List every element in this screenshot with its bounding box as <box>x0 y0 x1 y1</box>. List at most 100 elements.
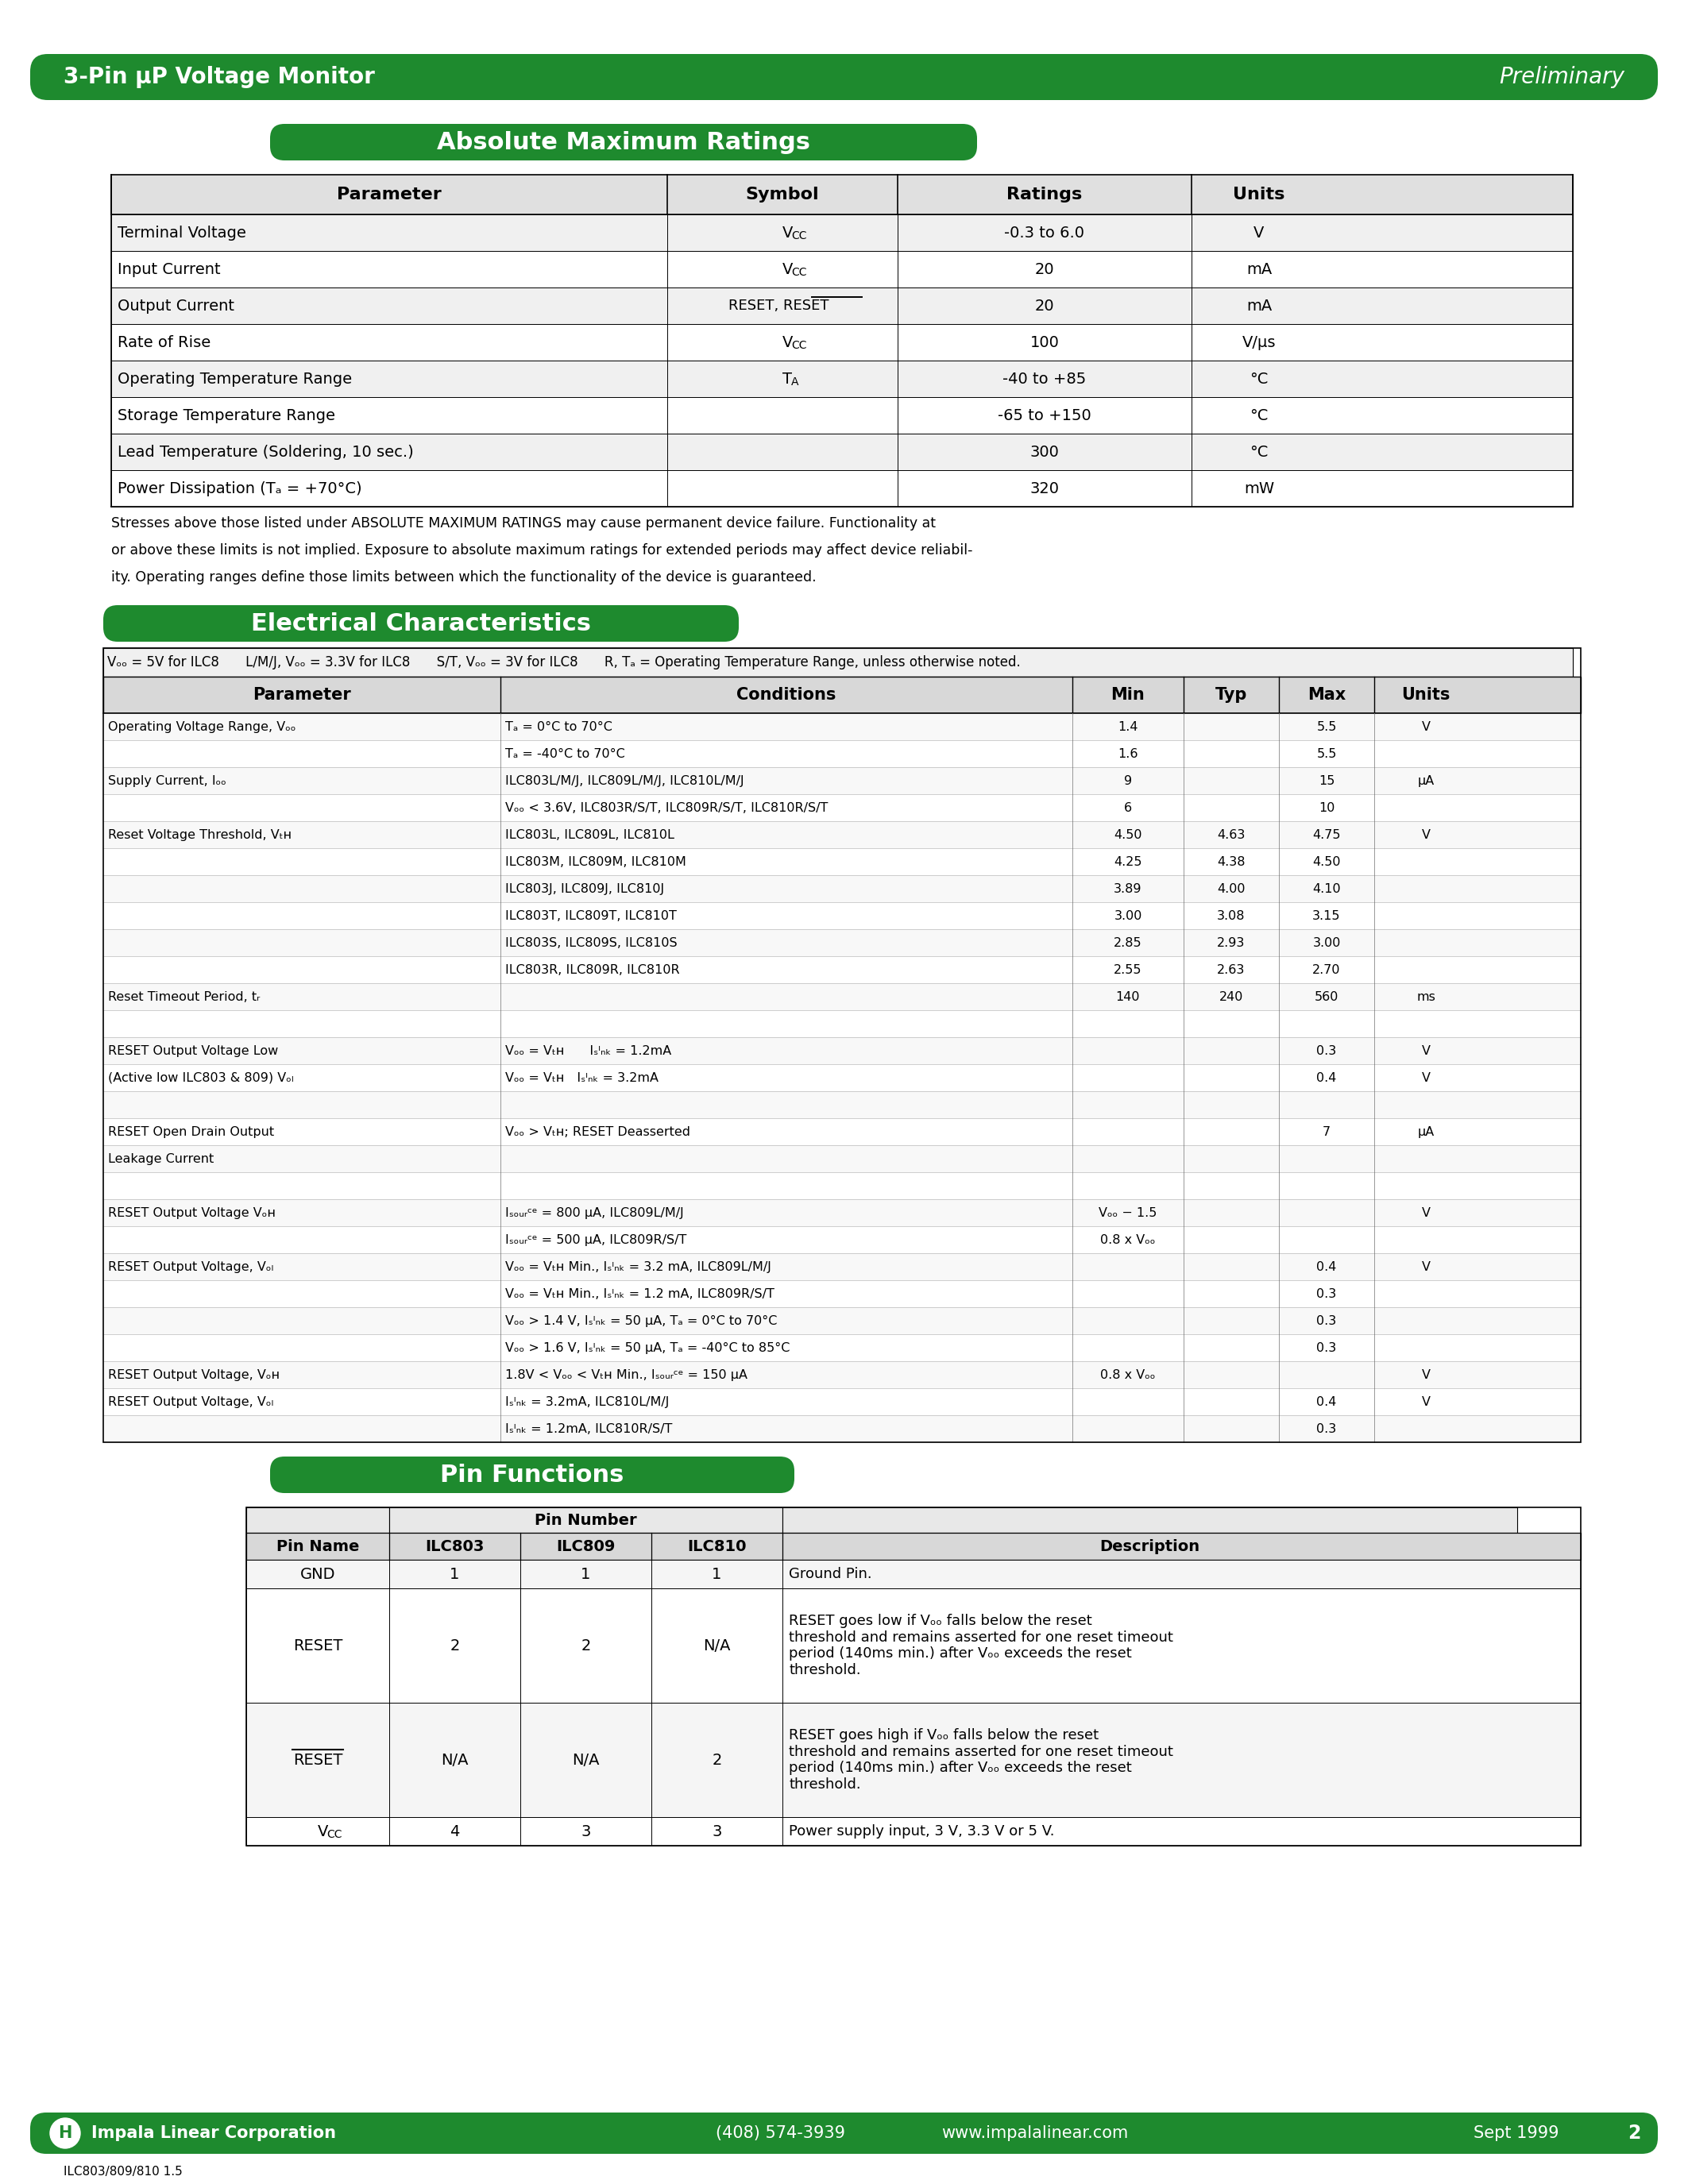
Text: 0.8 x Vₒₒ: 0.8 x Vₒₒ <box>1101 1234 1156 1245</box>
Bar <box>103 1334 1580 1361</box>
Text: CC: CC <box>326 1828 343 1841</box>
Text: Impala Linear Corporation: Impala Linear Corporation <box>91 2125 336 2140</box>
Text: 4.38: 4.38 <box>1217 856 1246 867</box>
Text: V: V <box>1421 828 1430 841</box>
Bar <box>103 876 1580 902</box>
Text: 15: 15 <box>1318 775 1335 786</box>
Text: 2: 2 <box>1627 2123 1641 2143</box>
Text: 3.89: 3.89 <box>1114 882 1143 895</box>
Bar <box>246 1817 1580 1845</box>
Text: Tₐ = -40°C to 70°C: Tₐ = -40°C to 70°C <box>505 747 625 760</box>
Text: mW: mW <box>1244 480 1274 496</box>
Bar <box>783 1507 1518 1533</box>
Text: V: V <box>1254 225 1264 240</box>
Text: V: V <box>317 1824 329 1839</box>
Text: 1.8V < Vₒₒ < Vₜʜ Min., Iₛₒᵤᵣᶜᵉ = 150 μA: 1.8V < Vₒₒ < Vₜʜ Min., Iₛₒᵤᵣᶜᵉ = 150 μA <box>505 1369 748 1380</box>
Text: ILC803L, ILC809L, ILC810L: ILC803L, ILC809L, ILC810L <box>505 828 674 841</box>
Bar <box>103 1254 1580 1280</box>
Bar <box>103 1415 1580 1441</box>
Bar <box>111 397 1573 435</box>
Text: Reset Voltage Threshold, Vₜʜ: Reset Voltage Threshold, Vₜʜ <box>108 828 292 841</box>
Text: (408) 574-3939: (408) 574-3939 <box>716 2125 846 2140</box>
Text: 4: 4 <box>449 1824 459 1839</box>
Text: 3: 3 <box>712 1824 722 1839</box>
Text: °C: °C <box>1249 408 1268 424</box>
Text: Absolute Maximum Ratings: Absolute Maximum Ratings <box>437 131 810 153</box>
Bar <box>111 288 1573 323</box>
Text: ILC803J, ILC809J, ILC810J: ILC803J, ILC809J, ILC810J <box>505 882 663 895</box>
Text: 1.4: 1.4 <box>1117 721 1138 732</box>
Text: -65 to +150: -65 to +150 <box>998 408 1092 424</box>
Text: RESET Output Voltage, Vₒₗ: RESET Output Voltage, Vₒₗ <box>108 1396 273 1409</box>
FancyBboxPatch shape <box>270 124 977 159</box>
Text: 100: 100 <box>1030 334 1060 349</box>
Text: V: V <box>1421 1072 1430 1083</box>
Bar <box>246 1507 1580 1845</box>
Text: Vₒₒ = Vₜʜ  Iₛᴵₙₖ = 1.2mA: Vₒₒ = Vₜʜ Iₛᴵₙₖ = 1.2mA <box>505 1044 672 1057</box>
Text: V: V <box>1421 1369 1430 1380</box>
Text: mA: mA <box>1246 262 1271 277</box>
FancyBboxPatch shape <box>270 1457 795 1494</box>
Text: V: V <box>1421 1396 1430 1409</box>
Text: V/μs: V/μs <box>1242 334 1276 349</box>
Text: RESET Open Drain Output: RESET Open Drain Output <box>108 1125 273 1138</box>
Text: ILC803T, ILC809T, ILC810T: ILC803T, ILC809T, ILC810T <box>505 911 677 922</box>
Text: Input Current: Input Current <box>118 262 221 277</box>
Text: T: T <box>783 371 792 387</box>
Bar <box>246 1704 1580 1817</box>
Text: Sept 1999: Sept 1999 <box>1474 2125 1560 2140</box>
Text: Preliminary: Preliminary <box>1499 66 1624 87</box>
Text: (Active low ILC803 & 809) Vₒₗ: (Active low ILC803 & 809) Vₒₗ <box>108 1072 294 1083</box>
Text: ms: ms <box>1416 992 1435 1002</box>
Text: 3: 3 <box>581 1824 591 1839</box>
Text: H: H <box>57 2125 73 2140</box>
Text: V: V <box>1421 721 1430 732</box>
Bar <box>111 175 1573 214</box>
Text: 240: 240 <box>1219 992 1244 1002</box>
Text: Power supply input, 3 V, 3.3 V or 5 V.: Power supply input, 3 V, 3.3 V or 5 V. <box>788 1824 1055 1839</box>
Bar <box>103 928 1580 957</box>
Text: 4.75: 4.75 <box>1313 828 1340 841</box>
Text: ILC803R, ILC809R, ILC810R: ILC803R, ILC809R, ILC810R <box>505 963 680 976</box>
Bar <box>103 847 1580 876</box>
Text: V: V <box>1421 1044 1430 1057</box>
Bar <box>103 1199 1580 1225</box>
Text: 20: 20 <box>1035 299 1055 312</box>
Text: 6: 6 <box>1124 802 1133 815</box>
Text: 3.08: 3.08 <box>1217 911 1246 922</box>
Text: 0.4: 0.4 <box>1317 1072 1337 1083</box>
Text: ILC803: ILC803 <box>425 1540 484 1553</box>
Text: RESET Output Voltage Vₒʜ: RESET Output Voltage Vₒʜ <box>108 1208 275 1219</box>
Text: Terminal Voltage: Terminal Voltage <box>118 225 246 240</box>
Text: 4.63: 4.63 <box>1217 828 1246 841</box>
Text: V: V <box>1421 1260 1430 1273</box>
Bar <box>103 1361 1580 1389</box>
Text: 2.55: 2.55 <box>1114 963 1143 976</box>
Text: 4.50: 4.50 <box>1114 828 1143 841</box>
Bar <box>103 1118 1580 1144</box>
Text: 1: 1 <box>449 1566 459 1581</box>
Bar <box>103 649 1573 677</box>
Text: 2.63: 2.63 <box>1217 963 1246 976</box>
Text: ILC809: ILC809 <box>557 1540 616 1553</box>
Text: °C: °C <box>1249 443 1268 459</box>
Text: ILC803S, ILC809S, ILC810S: ILC803S, ILC809S, ILC810S <box>505 937 677 948</box>
Text: 10: 10 <box>1318 802 1335 815</box>
Text: N/A: N/A <box>572 1752 599 1767</box>
Text: RESET Output Voltage Low: RESET Output Voltage Low <box>108 1044 279 1057</box>
Bar <box>103 677 1580 714</box>
Text: CC: CC <box>792 266 807 277</box>
Circle shape <box>51 2118 81 2149</box>
Text: ILC810: ILC810 <box>687 1540 746 1553</box>
Text: 0.3: 0.3 <box>1317 1422 1337 1435</box>
Bar <box>103 649 1580 1441</box>
Text: -0.3 to 6.0: -0.3 to 6.0 <box>1004 225 1085 240</box>
FancyBboxPatch shape <box>103 605 739 642</box>
Text: 140: 140 <box>1116 992 1139 1002</box>
Text: RESET Output Voltage, Vₒʜ: RESET Output Voltage, Vₒʜ <box>108 1369 280 1380</box>
Bar <box>103 714 1580 740</box>
Text: 2.93: 2.93 <box>1217 937 1246 948</box>
Bar <box>111 470 1573 507</box>
Text: Symbol: Symbol <box>746 186 819 203</box>
Text: ILC803L/M/J, ILC809L/M/J, ILC810L/M/J: ILC803L/M/J, ILC809L/M/J, ILC810L/M/J <box>505 775 744 786</box>
